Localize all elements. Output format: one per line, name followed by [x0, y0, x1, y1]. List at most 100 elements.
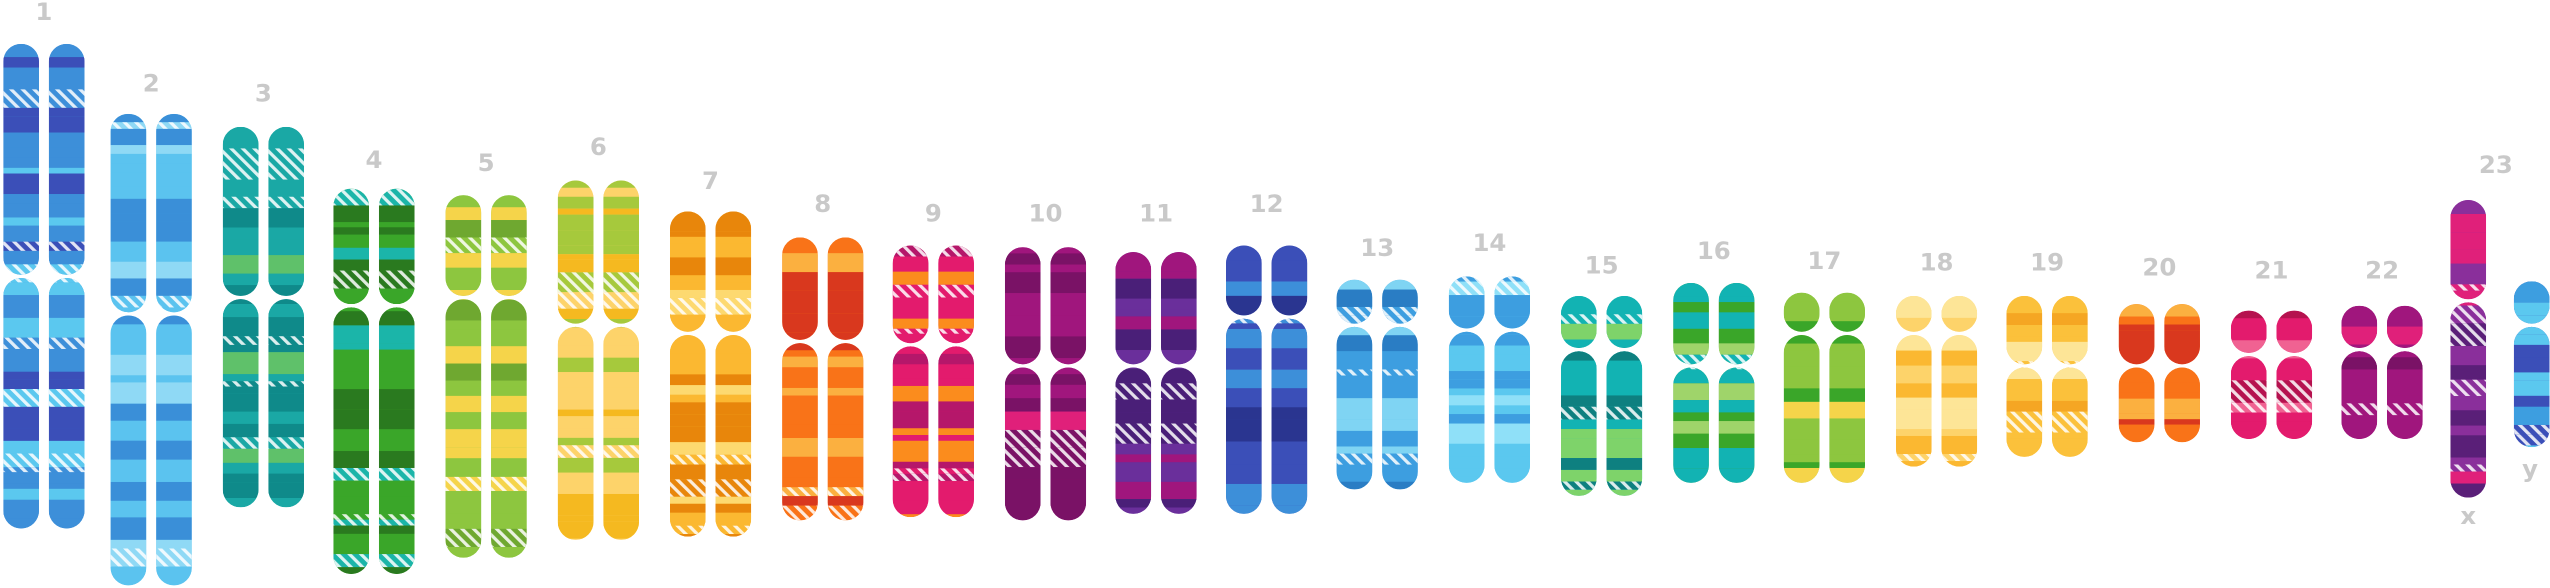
band: [2118, 413, 2155, 420]
band: [491, 412, 527, 430]
band: [2276, 421, 2313, 431]
band: [222, 352, 259, 375]
hatched-band: [1382, 315, 1418, 326]
band: [2450, 365, 2487, 380]
chromatid: [2230, 310, 2267, 440]
band: [1783, 439, 1820, 455]
band: [715, 442, 752, 455]
band: [445, 299, 482, 321]
chromatid: [1941, 295, 1978, 467]
band: [1560, 395, 1597, 407]
band: [333, 429, 370, 452]
band: [2006, 432, 2043, 439]
band: [110, 221, 147, 242]
band: [1382, 325, 1418, 336]
band: [827, 456, 864, 478]
hatched-band: [3, 389, 40, 407]
hatched-band: [1606, 406, 1643, 420]
band: [1718, 448, 1755, 469]
band: [1004, 398, 1041, 412]
band: [557, 457, 594, 473]
band: [1895, 365, 1932, 384]
band: [1004, 293, 1041, 316]
band: [2164, 424, 2200, 443]
band: [222, 285, 259, 305]
band: [2513, 357, 2550, 373]
chromosome-label: 21: [2255, 256, 2289, 285]
band: [110, 566, 147, 586]
band: [156, 324, 192, 337]
hatched-band: [892, 245, 929, 257]
band: [1160, 368, 1197, 384]
band: [1271, 323, 1308, 329]
hatched-band: [378, 554, 415, 568]
band: [557, 230, 594, 246]
band: [1336, 279, 1373, 290]
band: [378, 429, 415, 452]
band: [48, 499, 85, 519]
band: [603, 245, 640, 255]
band: [1226, 419, 1262, 442]
band: [1829, 401, 1866, 419]
band: [268, 374, 305, 382]
chromatid: [2164, 304, 2200, 443]
band: [2118, 398, 2155, 414]
band: [2450, 232, 2487, 250]
band: [1783, 321, 1820, 344]
band: [782, 395, 818, 411]
band: [2006, 313, 2043, 326]
band: [2450, 249, 2487, 264]
band: [491, 329, 527, 347]
hatched-band: [1895, 454, 1932, 462]
band: [1160, 316, 1197, 330]
band: [2052, 341, 2088, 362]
band: [48, 472, 85, 484]
band: [333, 480, 370, 497]
band: [268, 411, 305, 424]
chromosome-label: 5: [478, 148, 495, 177]
band: [1941, 409, 1978, 430]
band: [1829, 321, 1866, 344]
hatched-band: [892, 328, 929, 334]
band: [156, 172, 192, 187]
band: [603, 319, 640, 328]
band: [1606, 429, 1643, 439]
band: [2118, 364, 2155, 383]
hatched-band: [938, 328, 974, 334]
band: [222, 448, 259, 463]
chromosome-label: 14: [1472, 228, 1506, 257]
band: [1115, 298, 1152, 310]
band: [378, 496, 415, 515]
band: [1336, 375, 1373, 399]
band: [156, 481, 192, 501]
hatched-band: [1382, 306, 1418, 316]
hatched-band: [892, 284, 929, 298]
band: [268, 473, 305, 483]
chromosome-label: 6: [590, 132, 607, 161]
band: [48, 379, 85, 390]
band: [3, 348, 40, 372]
band: [669, 236, 706, 244]
band: [782, 387, 818, 396]
band: [2450, 471, 2487, 484]
band: [1941, 317, 1978, 334]
band: [378, 533, 415, 555]
band: [1271, 441, 1308, 465]
hatched-band: [378, 514, 415, 520]
band: [1050, 336, 1087, 359]
band: [1606, 379, 1643, 396]
band: [2230, 318, 2267, 341]
band: [2386, 344, 2423, 358]
band: [715, 353, 752, 375]
hatched-band: [715, 525, 752, 535]
band: [1829, 343, 1866, 351]
band: [557, 372, 594, 388]
chromosome-label: 17: [1807, 246, 1841, 275]
band: [2276, 310, 2313, 319]
hatched-band: [2230, 402, 2267, 413]
band: [1560, 323, 1597, 340]
band: [1160, 499, 1197, 508]
hatched-band: [48, 337, 85, 349]
band: [603, 327, 640, 346]
band: [1160, 271, 1197, 279]
